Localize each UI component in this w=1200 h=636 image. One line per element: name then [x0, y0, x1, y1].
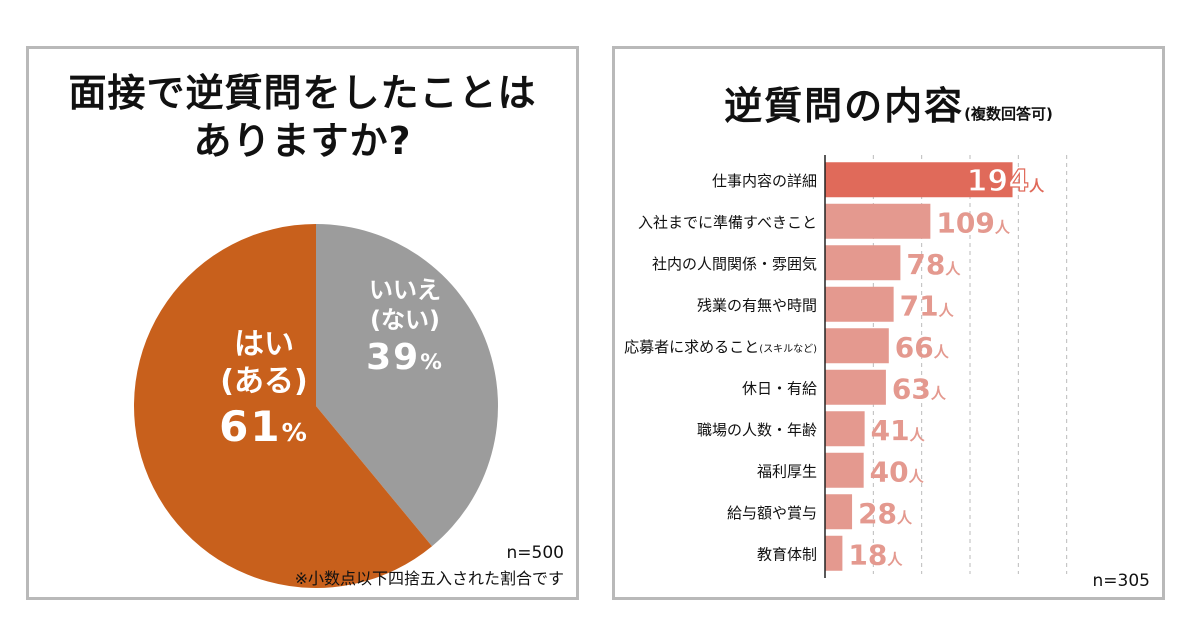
value-label: 66人: [895, 331, 950, 364]
value-label: 71人: [900, 289, 955, 322]
bar-sample-size: n=305: [1092, 571, 1150, 591]
bar-4: [825, 286, 894, 322]
category-label: 残業の有無や時間: [697, 296, 817, 314]
value-label: 41人: [871, 414, 926, 447]
value-label: 78人: [906, 248, 961, 281]
pie-title-line1: 面接で逆質問をしたことは: [68, 71, 537, 115]
value-label: 28人: [858, 497, 913, 530]
value-label: 109人: [936, 206, 1010, 239]
category-label: 入社までに準備すべきこと: [638, 213, 817, 231]
bar-8: [825, 452, 864, 488]
bar-panel: 逆質問の内容(複数回答可) 仕事内容の詳細 194人入社までに準備すべきこと 109…: [612, 46, 1165, 600]
pie-label-no-line1: いいえ: [369, 276, 441, 304]
category-label: 給与額や賞与: [727, 504, 817, 522]
bar-10: [825, 535, 843, 571]
pie-title-line2: ありますか?: [193, 119, 412, 163]
pie-percent-no: 39%: [366, 337, 444, 378]
pie-label-yes: はい (ある) 61%: [189, 327, 339, 459]
bar-1: [825, 162, 1013, 198]
pie-label-yes-line1: はい: [234, 327, 294, 362]
bar-6: [825, 369, 886, 405]
category-label: 休日・有給: [742, 379, 817, 397]
pie-panel: 面接で逆質問をしたことは ありますか? はい (ある) 61% いいえ (ない)…: [26, 46, 579, 600]
pie-label-no: いいえ (ない) 39%: [345, 275, 465, 386]
value-label: 40人: [870, 455, 925, 488]
bar-title-main: 逆質問の内容: [724, 84, 965, 128]
bar-7: [825, 411, 865, 447]
pie-slice-no: [316, 224, 498, 547]
category-label: 教育体制: [757, 545, 817, 563]
bar-chart-title: 逆質問の内容(複数回答可): [615, 75, 1162, 130]
value-label: 63人: [892, 372, 947, 405]
pie-sample-size: n=500: [506, 543, 564, 563]
bar-9: [825, 494, 853, 530]
category-label: 仕事内容の詳細: [712, 172, 817, 190]
rounding-note: ※小数点以下四捨五入された割合です: [294, 569, 564, 588]
bar-2: [825, 203, 931, 239]
pie-chart: [133, 224, 498, 588]
pie-label-yes-line2: (ある): [220, 364, 308, 399]
pie-chart-title: 面接で逆質問をしたことは ありますか?: [29, 69, 576, 165]
bar-5: [825, 328, 889, 364]
bar-title-sub: (複数回答可): [964, 105, 1053, 123]
category-label: 応募者に求めること(スキルなど): [624, 338, 817, 356]
pie-percent-yes: 61%: [219, 402, 309, 451]
value-label: 18人: [848, 538, 903, 571]
category-label: 社内の人間関係・雰囲気: [652, 255, 817, 273]
pie-label-no-line2: (ない): [370, 306, 440, 334]
category-label: 福利厚生: [757, 462, 817, 480]
value-label: 194人: [967, 164, 1046, 199]
pie-slice-yes: [133, 224, 433, 588]
bar-3: [825, 245, 901, 281]
category-label: 職場の人数・年齢: [697, 421, 817, 439]
